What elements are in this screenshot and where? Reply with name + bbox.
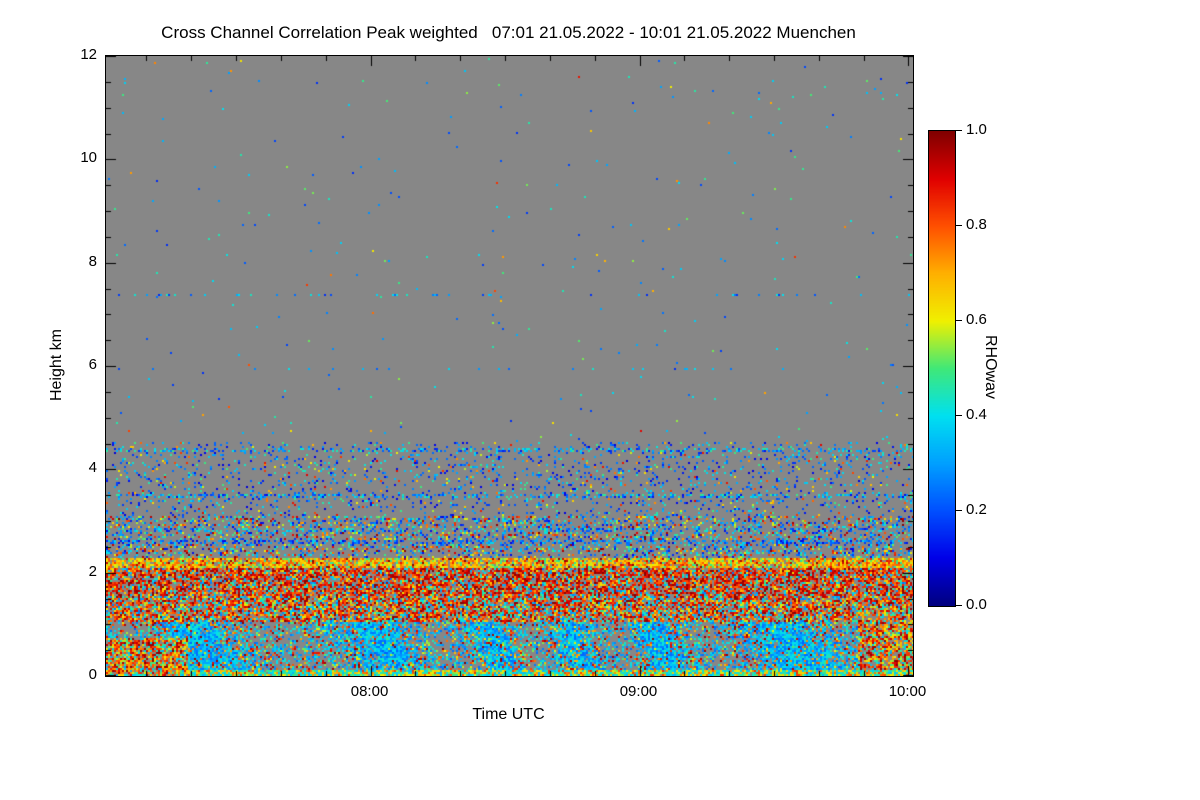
colorbar-tick-label: 0.4 xyxy=(966,406,987,423)
colorbar-tick-label: 1.0 xyxy=(966,121,987,138)
y-tick-label: 12 xyxy=(80,46,97,63)
plot-area xyxy=(105,55,914,677)
colorbar-tick-mark xyxy=(956,225,962,226)
x-tick-label: 08:00 xyxy=(350,683,389,700)
colorbar-tick-mark xyxy=(956,415,962,416)
colorbar-tick-label: 0.0 xyxy=(966,596,987,613)
y-tick-label: 6 xyxy=(88,356,97,373)
colorbar-tick-mark xyxy=(956,130,962,131)
x-axis-label: Time UTC xyxy=(472,706,545,723)
colorbar-tick-label: 0.8 xyxy=(966,216,987,233)
colorbar-label: RHOwav xyxy=(982,334,999,400)
colorbar-gradient-canvas xyxy=(929,131,955,606)
colorbar-tick-mark xyxy=(956,320,962,321)
colorbar-tick-mark xyxy=(956,605,962,606)
y-tick-label: 10 xyxy=(80,149,97,167)
x-tick-label: 09:00 xyxy=(619,683,658,700)
chart-title: Cross Channel Correlation Peak weighted … xyxy=(161,23,856,42)
x-tick-label: 10:00 xyxy=(888,683,927,700)
colorbar-tick-label: 0.2 xyxy=(966,501,987,518)
colorbar-tick-mark xyxy=(956,510,962,511)
y-tick-label: 0 xyxy=(88,666,97,683)
colorbar-tick-label: 0.6 xyxy=(966,311,987,328)
y-tick-label: 4 xyxy=(88,459,97,477)
colorbar xyxy=(928,130,956,607)
y-tick-label: 8 xyxy=(88,252,97,270)
heatmap-canvas xyxy=(106,56,913,676)
y-tick-label: 2 xyxy=(88,562,97,580)
